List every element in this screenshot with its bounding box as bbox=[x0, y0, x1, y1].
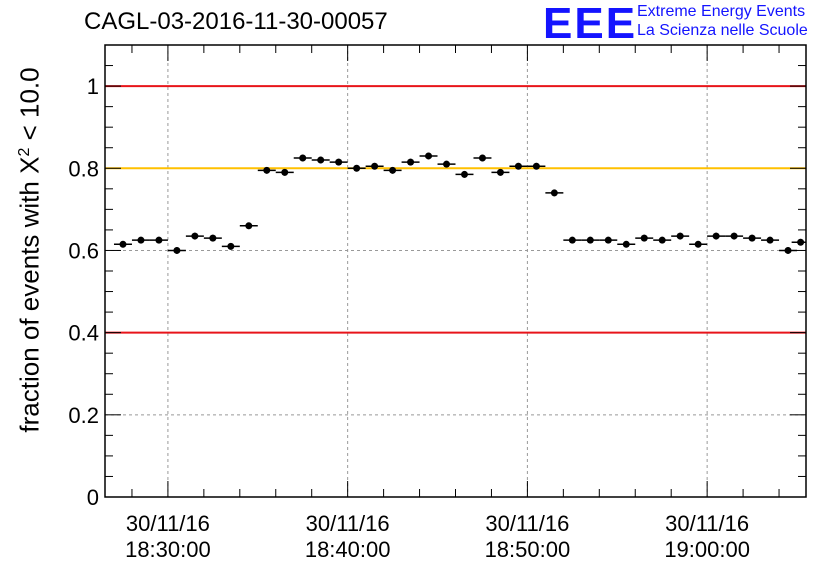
x-tick-label-date: 30/11/16 bbox=[665, 511, 749, 536]
y-axis-label-prefix: fraction of events with X bbox=[14, 156, 45, 433]
data-point bbox=[317, 156, 325, 164]
plot-frame bbox=[104, 44, 807, 498]
data-point bbox=[730, 232, 738, 240]
y-axis-label-suffix: < 10.0 bbox=[14, 67, 45, 148]
eee-logo: EEE bbox=[543, 0, 638, 48]
y-tick-label: 1 bbox=[87, 74, 99, 99]
data-point bbox=[694, 240, 702, 248]
data-point bbox=[748, 234, 756, 242]
data-point bbox=[460, 170, 468, 178]
logo-text: Extreme Energy Events La Scienza nelle S… bbox=[637, 2, 808, 40]
data-point bbox=[281, 168, 289, 176]
data-point bbox=[604, 236, 612, 244]
data-point bbox=[568, 236, 576, 244]
data-point bbox=[371, 162, 379, 170]
data-point bbox=[532, 162, 540, 170]
x-tick-label-date: 30/11/16 bbox=[485, 511, 569, 536]
data-point bbox=[797, 238, 805, 246]
data-point bbox=[173, 246, 181, 254]
x-tick-label-time: 18:40:00 bbox=[305, 537, 391, 562]
data-point bbox=[586, 236, 594, 244]
data-point bbox=[155, 236, 163, 244]
data-point bbox=[443, 160, 451, 168]
data-point bbox=[263, 166, 271, 174]
logo-line-2: La Scienza nelle Scuole bbox=[637, 22, 808, 39]
data-point bbox=[137, 236, 145, 244]
data-point bbox=[299, 154, 307, 162]
data-point bbox=[622, 240, 630, 248]
y-axis-label-sup: 2 bbox=[15, 147, 33, 157]
data-point bbox=[658, 236, 666, 244]
x-tick-label-date: 30/11/16 bbox=[306, 511, 390, 536]
y-tick-label: 0 bbox=[87, 485, 99, 510]
x-tick-label-time: 18:50:00 bbox=[485, 537, 571, 562]
data-point bbox=[209, 234, 217, 242]
data-point bbox=[766, 236, 774, 244]
x-tick-label-time: 19:00:00 bbox=[664, 537, 750, 562]
data-point bbox=[335, 158, 343, 166]
data-point bbox=[191, 232, 199, 240]
y-axis-label: fraction of events with X2 < 10.0 bbox=[15, 67, 46, 432]
logo-line-1: Extreme Energy Events bbox=[637, 3, 806, 20]
x-tick-label-time: 18:30:00 bbox=[125, 537, 211, 562]
y-tick-label: 0.8 bbox=[68, 156, 99, 181]
y-tick-label: 0.6 bbox=[68, 238, 99, 263]
x-tick-label-date: 30/11/16 bbox=[126, 511, 210, 536]
data-point bbox=[550, 189, 558, 197]
data-point bbox=[227, 242, 235, 250]
chart-title: CAGL-03-2016-11-30-00057 bbox=[84, 8, 388, 35]
data-point bbox=[496, 168, 504, 176]
data-point bbox=[784, 246, 792, 254]
data-point bbox=[676, 232, 684, 240]
data-point bbox=[640, 234, 648, 242]
data-point bbox=[712, 232, 720, 240]
data-point bbox=[514, 162, 522, 170]
data-point bbox=[119, 240, 127, 248]
y-tick-label: 0.4 bbox=[68, 321, 99, 346]
data-point bbox=[425, 152, 433, 160]
data-point bbox=[389, 166, 397, 174]
data-point bbox=[245, 222, 253, 230]
y-tick-label: 0.2 bbox=[68, 403, 99, 428]
data-point bbox=[407, 158, 415, 166]
data-point bbox=[478, 154, 486, 162]
data-point bbox=[353, 164, 361, 172]
